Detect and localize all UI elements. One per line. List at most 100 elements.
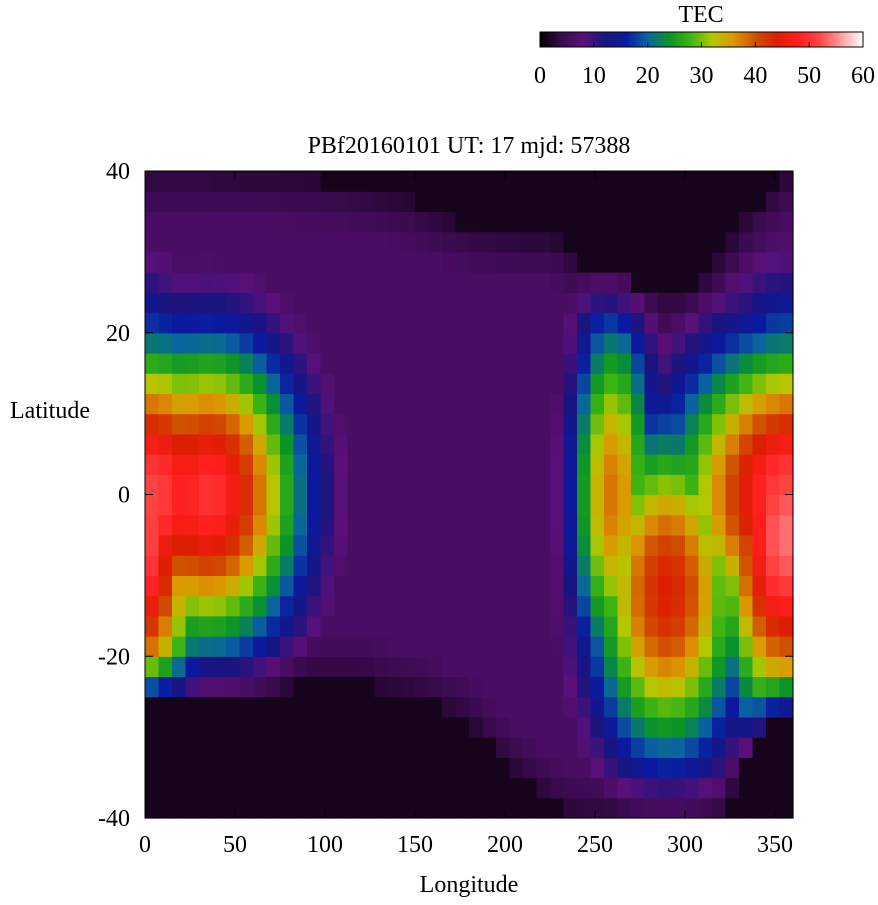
heatmap-cell xyxy=(685,312,700,334)
heatmap-cell xyxy=(617,251,632,273)
heatmap-cell xyxy=(644,716,659,738)
heatmap-cell xyxy=(428,211,443,233)
heatmap-cell xyxy=(266,352,281,374)
heatmap-cell xyxy=(671,494,686,516)
heatmap-cell xyxy=(752,312,767,334)
heatmap-cell xyxy=(185,797,200,819)
heatmap-cell xyxy=(590,352,605,374)
heatmap-cell xyxy=(779,737,794,758)
heatmap-cell xyxy=(388,555,403,576)
heatmap-cell xyxy=(239,716,254,738)
heatmap-cell xyxy=(199,292,214,314)
heatmap-cell xyxy=(226,251,241,273)
heatmap-cell xyxy=(455,312,470,334)
heatmap-cell xyxy=(266,413,281,435)
heatmap-cell xyxy=(671,615,686,637)
heatmap-cell xyxy=(401,251,416,273)
heatmap-cell xyxy=(320,636,335,657)
heatmap-cell xyxy=(199,211,214,233)
heatmap-cell xyxy=(185,676,200,698)
heatmap-cell xyxy=(496,777,511,799)
heatmap-cell xyxy=(334,454,349,475)
heatmap-cell xyxy=(698,494,713,516)
heatmap-cell xyxy=(172,514,187,536)
heatmap-cell xyxy=(239,636,254,657)
heatmap-cell xyxy=(280,251,295,273)
heatmap-cell xyxy=(563,676,578,698)
heatmap-cell xyxy=(739,595,754,617)
heatmap-cell xyxy=(212,575,227,597)
heatmap-cell xyxy=(631,272,646,293)
heatmap-cell xyxy=(158,595,173,617)
heatmap-cell xyxy=(563,332,578,354)
heatmap-cell xyxy=(145,191,160,213)
heatmap-cell xyxy=(428,696,443,718)
heatmap-cell xyxy=(280,575,295,597)
heatmap-cell xyxy=(455,251,470,273)
heatmap-cell xyxy=(334,494,349,516)
heatmap-cell xyxy=(158,636,173,657)
heatmap-cell xyxy=(307,292,322,314)
heatmap-cell xyxy=(199,595,214,617)
heatmap-cell xyxy=(698,413,713,435)
heatmap-cell xyxy=(671,696,686,718)
heatmap-cell xyxy=(158,312,173,334)
heatmap-cell xyxy=(536,555,551,576)
heatmap-cell xyxy=(455,555,470,576)
heatmap-cell xyxy=(536,191,551,213)
heatmap-cell xyxy=(482,171,497,192)
heatmap-cell xyxy=(401,231,416,253)
heatmap-cell xyxy=(388,211,403,233)
heatmap-cell xyxy=(253,332,268,354)
heatmap-cell xyxy=(307,595,322,617)
heatmap-cell xyxy=(347,494,362,516)
heatmap-cell xyxy=(469,251,484,273)
heatmap-cell xyxy=(496,474,511,496)
heatmap-cell xyxy=(185,514,200,536)
heatmap-cell xyxy=(617,514,632,536)
heatmap-cell xyxy=(415,191,430,213)
heatmap-cell xyxy=(388,797,403,819)
heatmap-cell xyxy=(212,171,227,192)
heatmap-cell xyxy=(482,615,497,637)
heatmap-cell xyxy=(388,393,403,415)
heatmap-cell xyxy=(253,737,268,758)
heatmap-cell xyxy=(698,171,713,192)
heatmap-cell xyxy=(374,757,389,779)
heatmap-cell xyxy=(347,676,362,698)
heatmap-cell xyxy=(199,312,214,334)
heatmap-cell xyxy=(280,272,295,293)
heatmap-cell xyxy=(428,433,443,455)
heatmap-cell xyxy=(320,272,335,293)
heatmap-cell xyxy=(361,211,376,233)
heatmap-cell xyxy=(739,454,754,475)
heatmap-cell xyxy=(280,393,295,415)
heatmap-cell xyxy=(577,636,592,657)
heatmap-cell xyxy=(698,595,713,617)
heatmap-cell xyxy=(253,211,268,233)
heatmap-cell xyxy=(185,454,200,475)
heatmap-cell xyxy=(509,373,524,395)
heatmap-cell xyxy=(469,474,484,496)
heatmap-cell xyxy=(320,696,335,718)
heatmap-cell xyxy=(253,636,268,657)
heatmap-cell xyxy=(604,373,619,395)
heatmap-cell xyxy=(199,514,214,536)
heatmap-cell xyxy=(428,251,443,273)
heatmap-cell xyxy=(779,696,794,718)
heatmap-cell xyxy=(199,615,214,637)
heatmap-cell xyxy=(496,757,511,779)
heatmap-cell xyxy=(536,292,551,314)
heatmap-cell xyxy=(550,555,565,576)
heatmap-cell xyxy=(698,332,713,354)
heatmap-cell xyxy=(401,312,416,334)
heatmap-cell xyxy=(199,676,214,698)
heatmap-cell xyxy=(334,211,349,233)
heatmap-cell xyxy=(766,494,781,516)
heatmap-cell xyxy=(752,534,767,556)
heatmap-cell xyxy=(374,615,389,637)
heatmap-cell xyxy=(199,191,214,213)
heatmap-cell xyxy=(631,757,646,779)
heatmap-cell xyxy=(145,534,160,556)
heatmap-cell xyxy=(212,312,227,334)
